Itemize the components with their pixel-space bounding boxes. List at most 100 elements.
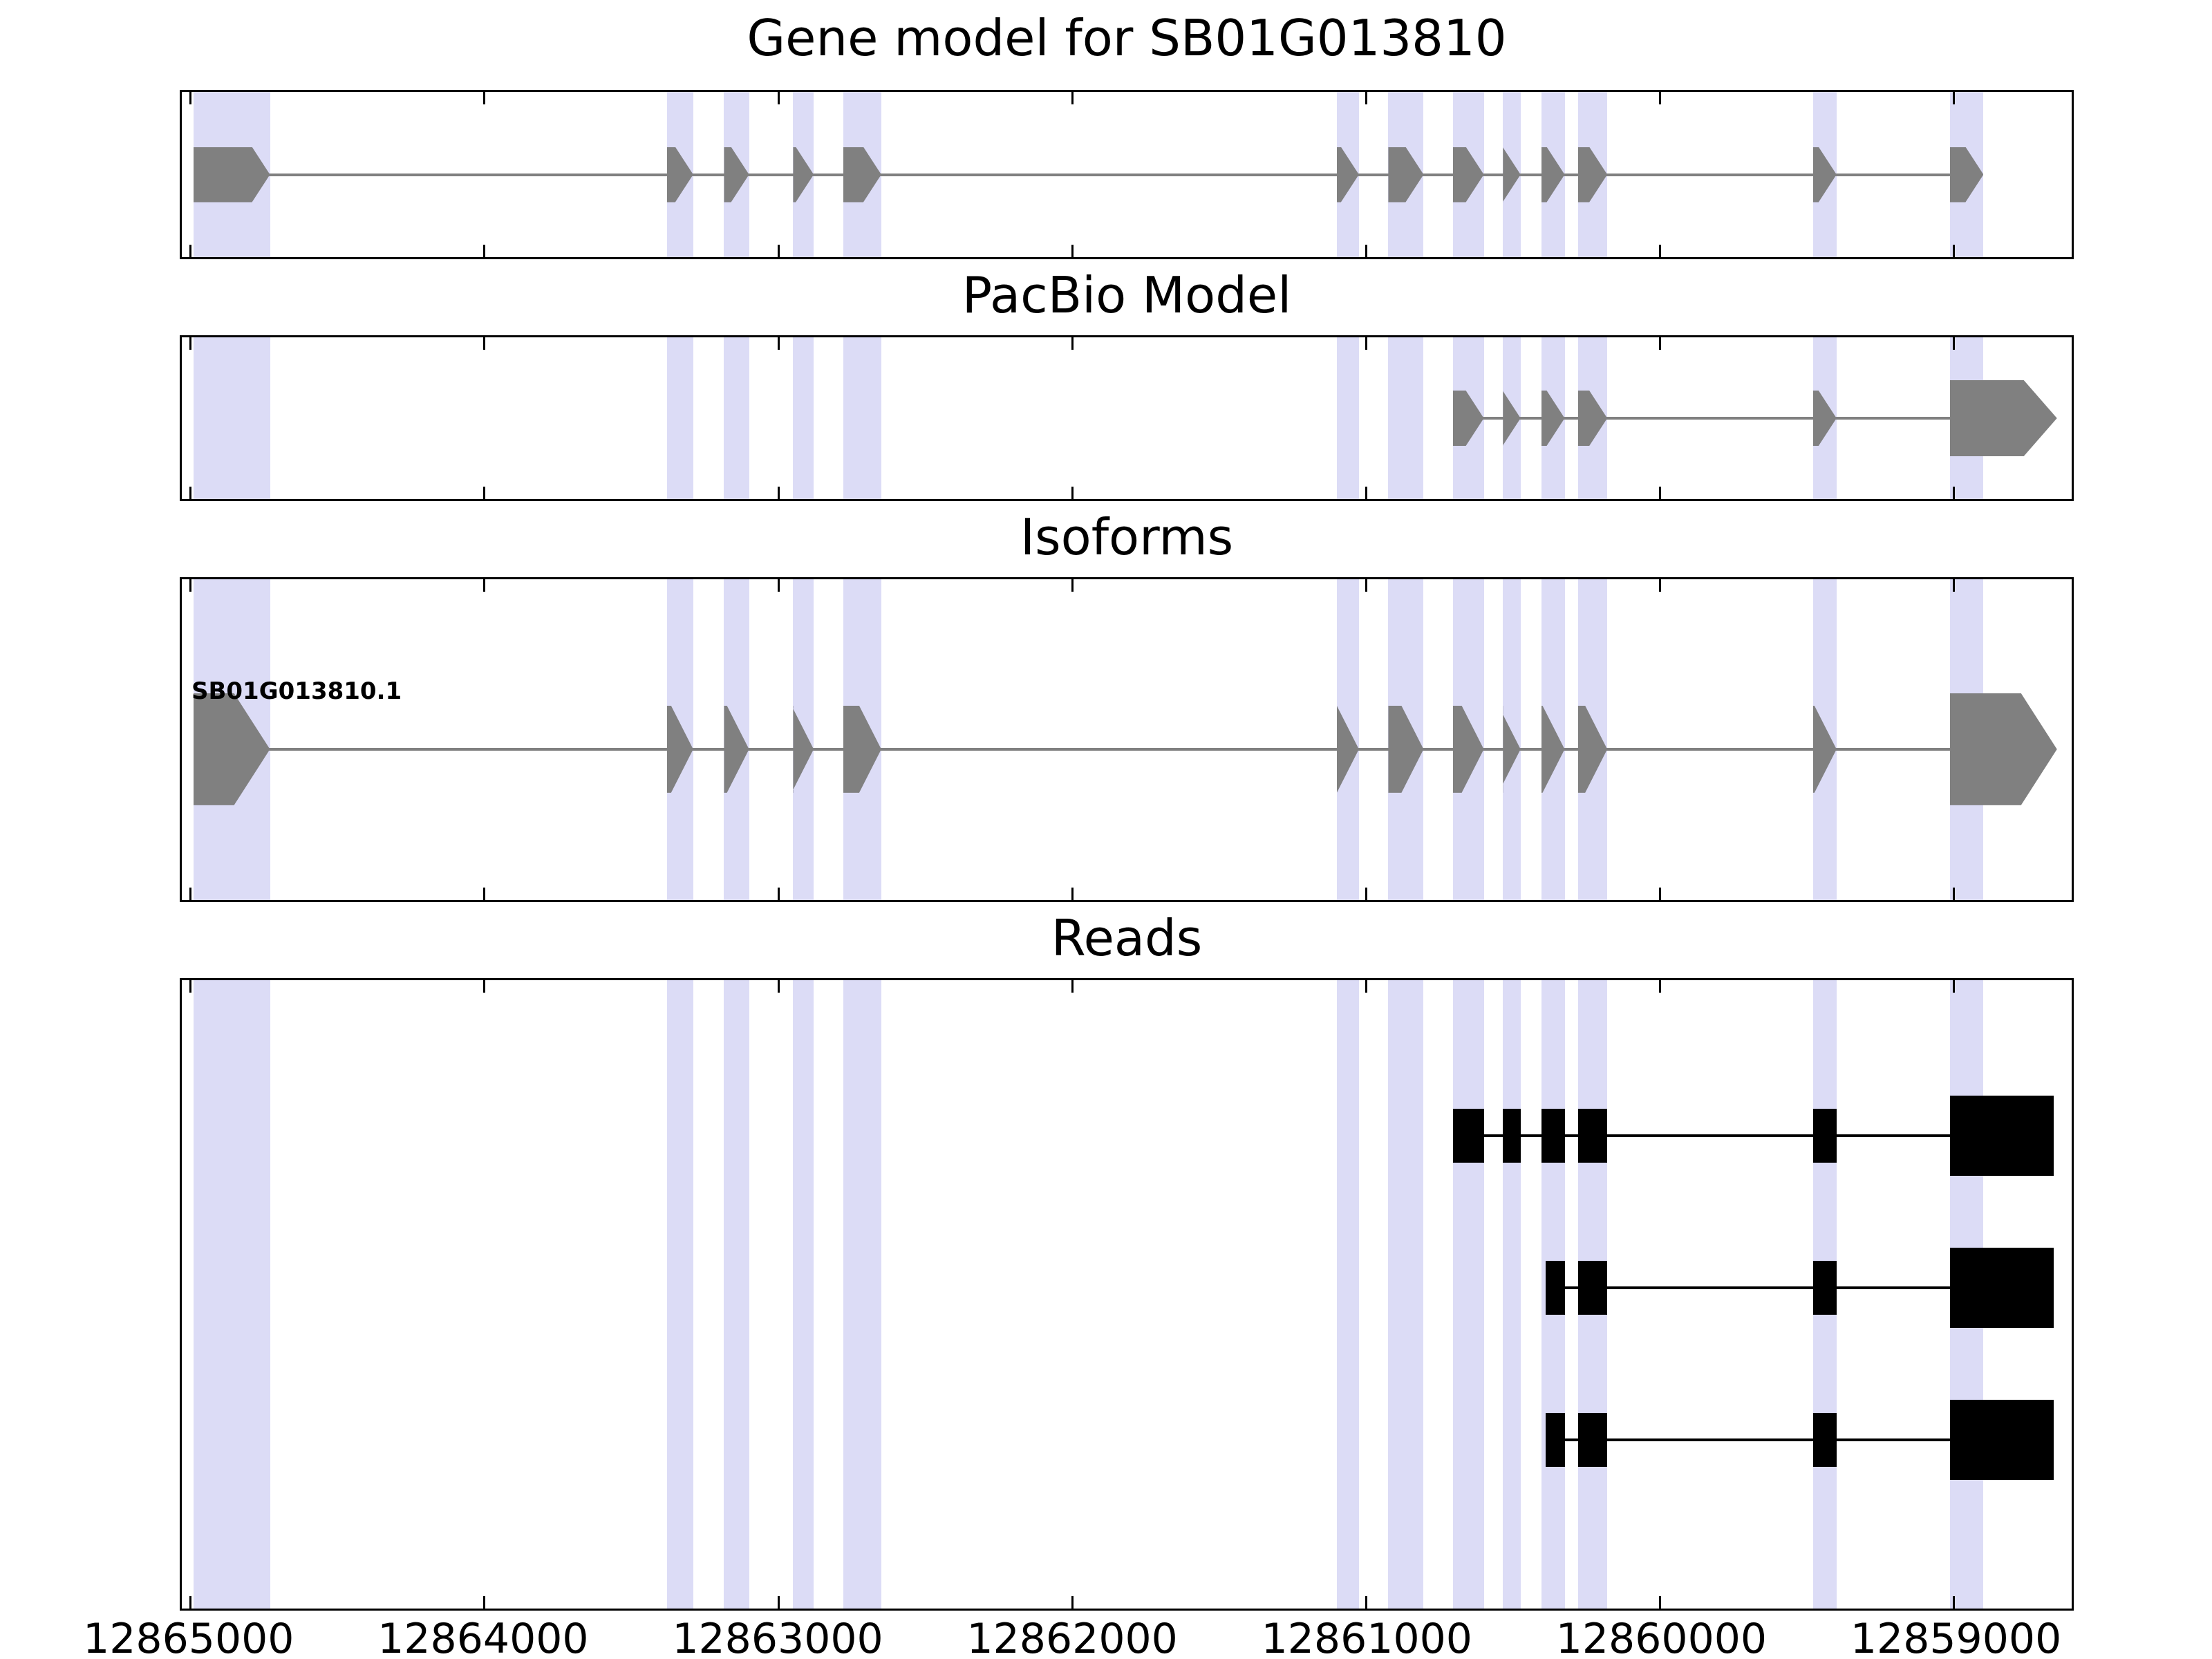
axis-tick-top	[1659, 579, 1662, 592]
read-line	[1452, 1134, 2054, 1138]
exon-highlight-stripe	[1337, 980, 1359, 1609]
exon-highlight-stripe	[666, 980, 693, 1609]
axis-tick-bottom	[483, 245, 486, 257]
axis-tick-bottom	[1953, 1596, 1956, 1609]
axis-tick-top	[1953, 337, 1956, 350]
read-block	[1545, 1261, 1565, 1315]
axis-tick-bottom	[1659, 1596, 1662, 1609]
axis-tick-bottom	[1659, 245, 1662, 257]
x-tick-label: 12863000	[672, 1615, 883, 1659]
axis-tick-top	[777, 980, 780, 993]
axis-tick-top	[1365, 980, 1368, 993]
reads-track-panel	[180, 978, 2074, 1611]
read-block	[1577, 1261, 1608, 1315]
axis-tick-top	[1659, 980, 1662, 993]
exon-highlight-stripe	[1337, 337, 1359, 499]
read-block	[1503, 1109, 1521, 1163]
axis-tick-bottom	[1365, 888, 1368, 900]
axis-tick-bottom	[1953, 487, 1956, 499]
axis-tick-bottom	[1365, 245, 1368, 257]
x-axis-tick-labels: 12865000 12864000 12863000 12862000 12861000…	[0, 1615, 2212, 1659]
reads-title: Reads	[1051, 909, 1203, 967]
exon-arrow	[1950, 380, 2057, 456]
axis-tick-bottom	[189, 888, 192, 900]
x-tick-label: 12864000	[377, 1615, 589, 1659]
isoforms-title: Isoforms	[1020, 508, 1234, 566]
axis-tick-bottom	[1365, 487, 1368, 499]
exon-highlight-stripe	[194, 980, 270, 1609]
axis-tick-bottom	[1071, 888, 1074, 900]
x-tick-label: 12861000	[1261, 1615, 1472, 1659]
exon-highlight-stripe	[1388, 980, 1424, 1609]
read-block	[1577, 1109, 1608, 1163]
axis-tick-top	[189, 579, 192, 592]
gene-model-title: Gene model for SB01G013810	[747, 9, 1507, 67]
axis-tick-top	[1071, 579, 1074, 592]
axis-tick-top	[189, 337, 192, 350]
axis-tick-top	[1365, 579, 1368, 592]
axis-tick-top	[483, 980, 486, 993]
exon-highlight-stripe	[793, 980, 814, 1609]
read-block	[1812, 1261, 1837, 1315]
read-line	[1545, 1286, 2054, 1290]
axis-tick-bottom	[777, 487, 780, 499]
exon-arrow	[1950, 693, 2057, 805]
axis-tick-bottom	[1659, 888, 1662, 900]
exon-highlight-stripe	[1503, 980, 1521, 1609]
x-tick-label: 12865000	[83, 1615, 294, 1659]
axis-tick-bottom	[189, 487, 192, 499]
read-line	[1545, 1438, 2054, 1442]
intron-line	[220, 747, 2013, 751]
exon-highlight-stripe	[1388, 337, 1424, 499]
axis-tick-top	[1953, 92, 1956, 104]
axis-tick-top	[1071, 980, 1074, 993]
axis-tick-bottom	[483, 1596, 486, 1609]
axis-tick-top	[777, 337, 780, 350]
exon-highlight-stripe	[793, 337, 814, 499]
axis-tick-top	[1365, 337, 1368, 350]
exon-highlight-stripe	[843, 337, 881, 499]
axis-tick-bottom	[483, 487, 486, 499]
axis-tick-top	[1953, 980, 1956, 993]
exon-highlight-stripe	[843, 980, 881, 1609]
axis-tick-top	[1365, 92, 1368, 104]
axis-tick-top	[189, 980, 192, 993]
axis-tick-top	[483, 337, 486, 350]
axis-tick-bottom	[777, 245, 780, 257]
exon-highlight-stripe	[194, 337, 270, 499]
intron-line	[220, 173, 1969, 176]
axis-tick-bottom	[1071, 487, 1074, 499]
x-tick-label: 12860000	[1555, 1615, 1768, 1659]
read-block	[1452, 1109, 1484, 1163]
axis-tick-top	[777, 579, 780, 592]
read-block	[1949, 1096, 2054, 1177]
gene-model-track-panel	[180, 90, 2074, 259]
axis-tick-bottom	[1071, 245, 1074, 257]
read-block	[1541, 1109, 1565, 1163]
exon-highlight-stripe	[724, 980, 749, 1609]
read-block	[1949, 1248, 2054, 1329]
axis-tick-top	[483, 579, 486, 592]
axis-tick-top	[189, 92, 192, 104]
axis-tick-top	[483, 92, 486, 104]
axis-tick-top	[777, 92, 780, 104]
read-block	[1812, 1109, 1837, 1163]
axis-tick-top	[1659, 92, 1662, 104]
axis-tick-bottom	[1071, 1596, 1074, 1609]
axis-tick-bottom	[1953, 245, 1956, 257]
x-tick-label: 12859000	[1850, 1615, 2062, 1659]
exon-highlight-stripe	[724, 337, 749, 499]
axis-tick-bottom	[189, 245, 192, 257]
axis-tick-top	[1071, 337, 1074, 350]
isoform-name-label: SB01G013810.1	[191, 677, 402, 705]
axis-tick-bottom	[1953, 888, 1956, 900]
axis-tick-top	[1071, 92, 1074, 104]
read-block	[1577, 1413, 1608, 1468]
x-tick-label: 12862000	[966, 1615, 1178, 1659]
exon-highlight-stripe	[666, 337, 693, 499]
isoforms-track-panel: SB01G013810.1	[180, 577, 2074, 902]
exon-highlight-stripe	[1452, 980, 1484, 1609]
axis-tick-top	[1953, 579, 1956, 592]
axis-tick-bottom	[1659, 487, 1662, 499]
